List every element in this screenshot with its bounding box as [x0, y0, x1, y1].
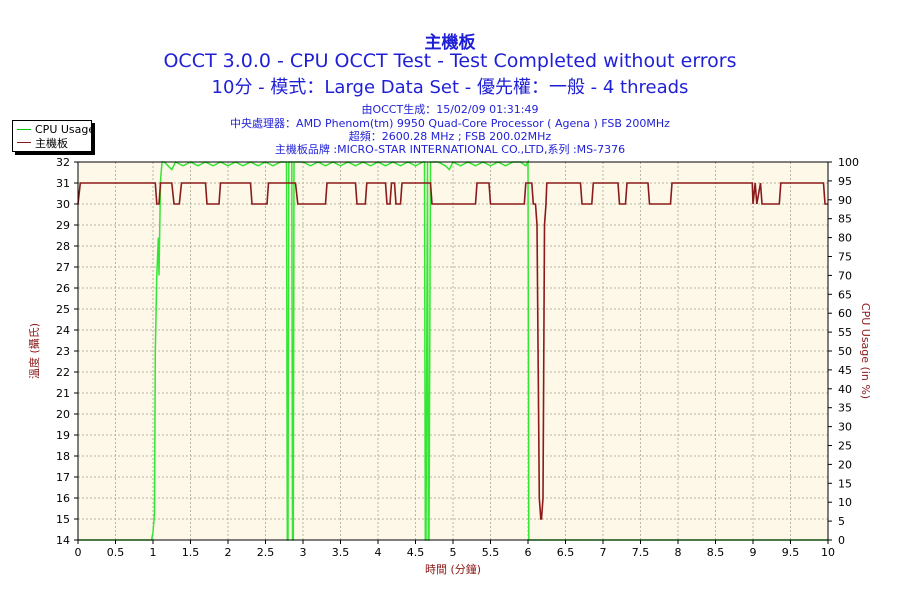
x-tick-label: 7 [600, 546, 607, 559]
left-tick-label: 32 [56, 156, 70, 169]
legend-label-cpu-usage: CPU Usage [35, 123, 96, 136]
right-tick-label: 5 [838, 515, 845, 528]
x-tick-label: 0 [75, 546, 82, 559]
legend-swatch-motherboard [17, 142, 31, 143]
right-tick-label: 45 [838, 364, 852, 377]
right-tick-label: 0 [838, 534, 845, 547]
motherboard-info-line: 主機板品牌 :MICRO-STAR INTERNATIONAL CO.,LTD,… [274, 143, 626, 156]
grid-lines [77, 161, 829, 541]
right-axis-label: CPU Usage (in %) [859, 303, 872, 399]
right-tick-label: 80 [838, 232, 852, 245]
x-tick-label: 3.5 [332, 546, 350, 559]
left-tick-label: 14 [56, 534, 70, 547]
left-tick-label: 18 [56, 450, 70, 463]
clock-info-line: 超頻：2600.28 MHz ; FSB 200.02MHz [348, 130, 552, 143]
x-tick-label: 10 [821, 546, 835, 559]
left-tick-label: 27 [56, 261, 70, 274]
x-tick-label: 9 [750, 546, 757, 559]
right-tick-label: 15 [838, 477, 852, 490]
right-tick-label: 40 [838, 383, 852, 396]
right-tick-label: 30 [838, 421, 852, 434]
right-axis-ticks: 0 5 10 15 20 25 30 35 40 45 50 55 60 65 70 75 80 85 90 95 10… [828, 156, 859, 547]
x-axis-ticks: 0 0.5 1 1.5 2 2.5 3 3.5 4 4.5 5 5.5 6 6.5 7 7.5 8 8.5 9 9.5… [75, 540, 835, 559]
cpu-info-line: 中央處理器：AMD Phenom(tm) 9950 Quad-Core Proc… [230, 117, 670, 130]
left-tick-label: 28 [56, 240, 70, 253]
left-axis-label: 溫度 (攝氏) [27, 323, 41, 379]
right-tick-label: 55 [838, 326, 852, 339]
x-tick-label: 6.5 [557, 546, 575, 559]
right-tick-label: 65 [838, 288, 852, 301]
generated-by-line: 由OCCT生成：15/02/09 01:31:49 [361, 103, 539, 116]
left-tick-label: 17 [56, 471, 70, 484]
left-tick-label: 21 [56, 387, 70, 400]
legend-label-motherboard: 主機板 [35, 136, 68, 150]
left-tick-label: 20 [56, 408, 70, 421]
legend-item-cpu-usage: CPU Usage [17, 123, 95, 136]
x-tick-label: 3 [300, 546, 307, 559]
series-line-motherboard [77, 182, 828, 520]
right-tick-label: 85 [838, 213, 852, 226]
right-tick-label: 50 [838, 345, 852, 358]
left-tick-label: 19 [56, 429, 70, 442]
legend: CPU Usage 主機板 [12, 120, 95, 152]
series-line-cpu-usage [78, 159, 828, 541]
test-status-line: OCCT 3.0.0 - CPU OCCT Test - Test Comple… [163, 50, 737, 72]
right-tick-label: 95 [838, 175, 852, 188]
x-tick-label: 1.5 [182, 546, 200, 559]
x-tick-label: 8 [675, 546, 682, 559]
x-tick-label: 9.5 [782, 546, 800, 559]
left-tick-label: 25 [56, 303, 70, 316]
x-tick-label: 1 [150, 546, 157, 559]
right-tick-label: 35 [838, 402, 852, 415]
x-tick-label: 4 [375, 546, 382, 559]
x-tick-label: 7.5 [632, 546, 650, 559]
left-tick-label: 26 [56, 282, 70, 295]
x-tick-label: 2.5 [257, 546, 275, 559]
left-axis-ticks: 14 15 16 17 18 19 20 21 22 23 24 25 26 27 28 29 30 31 32 [56, 156, 78, 547]
x-tick-label: 2 [225, 546, 232, 559]
left-tick-label: 15 [56, 513, 70, 526]
legend-item-motherboard: 主機板 [17, 136, 68, 150]
left-tick-label: 29 [56, 219, 70, 232]
series-group [77, 159, 828, 541]
x-tick-label: 6 [525, 546, 532, 559]
x-tick-label: 5.5 [482, 546, 500, 559]
left-tick-label: 31 [56, 177, 70, 190]
right-tick-label: 10 [838, 496, 852, 509]
right-tick-label: 70 [838, 269, 852, 282]
legend-swatch-cpu-usage [17, 129, 31, 130]
test-mode-line: 10分 - 模式：Large Data Set - 優先權：一般 - 4 thr… [211, 77, 689, 98]
right-tick-label: 60 [838, 307, 852, 320]
right-tick-label: 75 [838, 251, 852, 264]
left-tick-label: 23 [56, 345, 70, 358]
x-tick-label: 0.5 [107, 546, 125, 559]
chart-title: 主機板 [424, 33, 476, 53]
left-tick-label: 30 [56, 198, 70, 211]
left-tick-label: 22 [56, 366, 70, 379]
left-tick-label: 16 [56, 492, 70, 505]
right-tick-label: 100 [838, 156, 859, 169]
right-tick-label: 90 [838, 194, 852, 207]
x-tick-label: 4.5 [407, 546, 425, 559]
x-axis-label: 時間 (分鐘) [425, 562, 481, 576]
left-tick-label: 24 [56, 324, 70, 337]
x-tick-label: 8.5 [707, 546, 725, 559]
right-tick-label: 25 [838, 440, 852, 453]
right-tick-label: 20 [838, 458, 852, 471]
x-tick-label: 5 [450, 546, 457, 559]
